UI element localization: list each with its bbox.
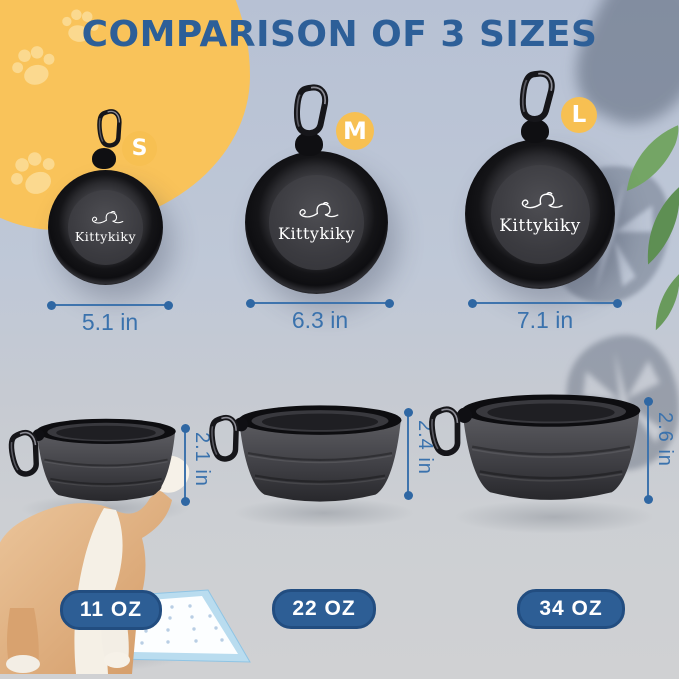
brand-logo-text: Kittykiky [74, 229, 137, 245]
diameter-dimension-l [468, 298, 622, 308]
floor-shadow [453, 500, 655, 534]
capacity-badge-s: 11 OZ [60, 590, 162, 630]
diameter-label-l: 7.1 in [516, 307, 574, 333]
height-dimension-s [180, 424, 190, 506]
size-badge-m: M [336, 112, 374, 150]
capacity-badge-l: 34 OZ [517, 589, 625, 629]
bowl-top-view-l: Kittykiky [465, 139, 615, 289]
bowl-side-view-m [234, 405, 402, 502]
brand-logo-text: Kittykiky [277, 224, 355, 244]
bowl-side-view-s [32, 418, 176, 502]
brand-logo-text: Kittykiky [499, 215, 581, 236]
hanging-tag [521, 119, 549, 143]
bowl-inner-disc: Kittykiky [490, 164, 590, 264]
diameter-dimension-s [47, 300, 173, 310]
carabiner-clip [292, 82, 330, 140]
capacity-badge-m: 22 OZ [272, 589, 376, 629]
bowl-inner-disc: Kittykiky [269, 175, 364, 270]
bowl-top-view-s: Kittykiky [48, 170, 163, 285]
dog-doodle-icon [86, 211, 125, 228]
carabiner-clip [517, 67, 558, 127]
dog-doodle-icon [292, 202, 341, 223]
diameter-label-m: 6.3 in [291, 307, 349, 333]
hanging-tag [92, 148, 116, 169]
height-label-s: 2.1 in [191, 432, 213, 487]
height-label-l: 2.6 in [654, 412, 676, 467]
bowl-top-view-m: Kittykiky [245, 151, 388, 294]
diameter-label-s: 5.1 in [81, 309, 139, 335]
size-badge-l: L [561, 97, 597, 133]
bowl-inner-disc: Kittykiky [67, 189, 144, 266]
diameter-dimension-m [246, 298, 394, 308]
height-dimension-m [403, 408, 413, 500]
bowl-side-view-l [456, 394, 641, 500]
floor-shadow [233, 498, 415, 528]
dog-doodle-icon [514, 192, 565, 214]
height-dimension-l [643, 397, 653, 504]
size-badge-s: S [122, 131, 157, 166]
page-title: COMPARISON OF 3 SIZES [81, 14, 598, 55]
plant-leaf [626, 125, 679, 331]
